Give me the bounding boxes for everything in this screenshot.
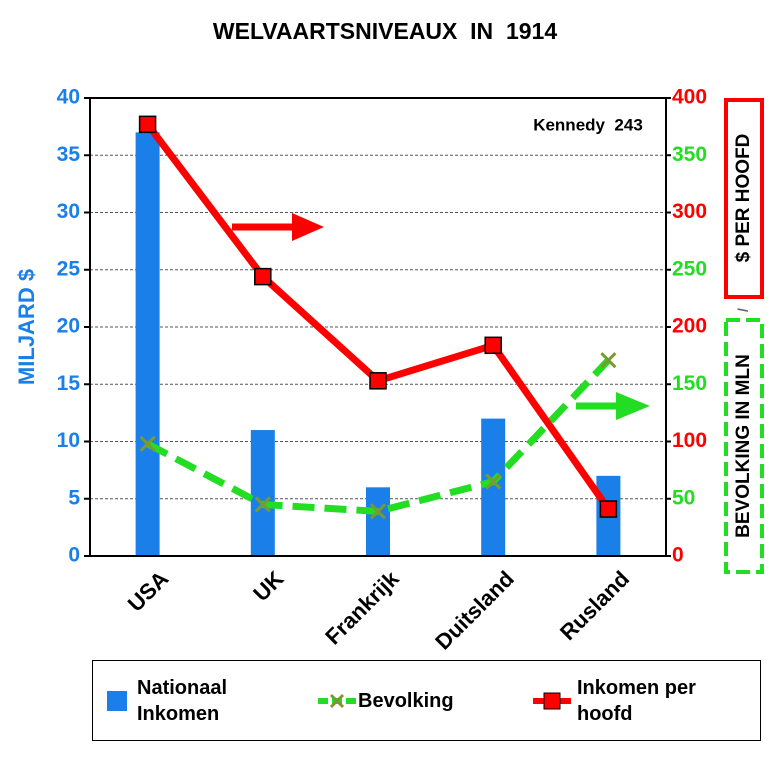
- y2-axis-label-part: BEVOLKING IN MLN: [724, 318, 764, 574]
- bar: [366, 487, 390, 556]
- y2-tick-label: 300: [672, 200, 707, 223]
- marker: [139, 435, 156, 452]
- y-tick-label: 25: [57, 257, 81, 280]
- annotation: Kennedy 243: [533, 115, 643, 134]
- legend-swatch: [533, 692, 571, 710]
- y2-axis-label-part: /: [735, 308, 751, 312]
- y-axis-label: MILJARD $: [14, 269, 39, 385]
- y2-tick-label: 50: [672, 486, 695, 509]
- marker: [485, 473, 502, 490]
- y2-tick-label: 0: [672, 544, 684, 567]
- y2-tick-label: 100: [672, 429, 707, 452]
- label-box: [724, 318, 764, 574]
- chart-title: WELVAARTSNIVEAUX IN 1914: [213, 18, 557, 44]
- y-tick-label: 0: [68, 544, 80, 567]
- marker: [138, 115, 157, 134]
- bar: [481, 418, 506, 556]
- marker: [254, 496, 271, 513]
- x-tick-label: Frankrijk: [320, 565, 404, 649]
- legend-label: Bevolking: [358, 690, 454, 712]
- legend-swatch: [318, 693, 356, 709]
- y2-axis-label-part: $ PER HOOFD: [724, 98, 764, 299]
- y-tick-label: 10: [57, 429, 80, 452]
- legend-label: Inkomen per hoofd: [577, 677, 696, 725]
- x-tick-label: Duitsland: [430, 566, 519, 655]
- x-tick-label: Rusland: [555, 566, 634, 645]
- x-tick-label: USA: [123, 566, 174, 617]
- y-tick-label: 30: [57, 200, 80, 223]
- label-box: [724, 98, 764, 299]
- marker: [599, 500, 618, 518]
- x-tick-label: UK: [248, 566, 288, 606]
- line: [144, 122, 612, 512]
- y2-axis-label: /: [735, 308, 751, 312]
- y2-tick-label: 400: [672, 86, 707, 109]
- y2-axis-label: $ PER HOOFD: [733, 134, 754, 263]
- y-tick-label: 15: [57, 372, 81, 395]
- plot-border: [89, 97, 667, 557]
- marker: [369, 372, 387, 390]
- y-tick-label: 35: [57, 143, 81, 166]
- y2-tick-label: 250: [672, 257, 707, 280]
- y2-tick-label: 350: [672, 143, 707, 166]
- y2-axis-label: BEVOLKING IN MLN: [733, 354, 754, 538]
- y2-tick-label: 200: [672, 315, 707, 338]
- marker: [600, 352, 617, 369]
- bar: [135, 132, 160, 556]
- y-tick-label: 5: [68, 486, 80, 509]
- arrow-green: [576, 392, 650, 420]
- legend-label: Nationaal Inkomen: [137, 677, 228, 725]
- marker: [254, 267, 272, 286]
- marker: [484, 336, 502, 355]
- marker: [369, 503, 387, 520]
- bar: [250, 430, 275, 556]
- arrow-red: [232, 213, 324, 241]
- legend-swatch: [107, 691, 127, 711]
- legend: Nationaal Inkomen Bevolking Inkomen per ho…: [92, 660, 761, 741]
- y2-tick-label: 150: [672, 372, 707, 395]
- y-tick-label: 20: [57, 315, 80, 338]
- y-tick-label: 40: [57, 86, 80, 109]
